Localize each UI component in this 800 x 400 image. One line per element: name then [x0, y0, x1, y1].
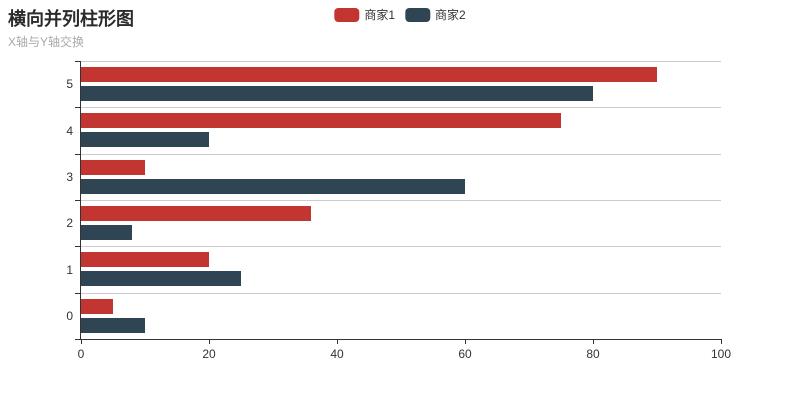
y-axis-tick	[75, 200, 80, 201]
bar-series1-cat5[interactable]	[81, 67, 657, 82]
y-axis-tick	[75, 339, 80, 340]
bar-series2-cat5[interactable]	[81, 86, 593, 101]
y-axis-tick	[75, 293, 80, 294]
category-band-0	[81, 292, 721, 339]
chart-title: 横向并列柱形图	[8, 9, 134, 29]
bar-series2-cat0[interactable]	[81, 317, 145, 333]
x-axis-label-0: 0	[77, 347, 85, 361]
legend-item-merchant2[interactable]: 商家2	[405, 8, 466, 22]
x-axis-label-40: 40	[330, 347, 344, 361]
bar-series1-cat1[interactable]	[81, 252, 209, 268]
x-axis-tick	[721, 339, 722, 344]
legend-swatch-merchant2-icon	[405, 8, 430, 22]
x-axis-label-20: 20	[202, 347, 216, 361]
y-axis-tick	[75, 107, 80, 108]
legend-item-merchant1[interactable]: 商家1	[334, 8, 395, 22]
y-axis-label-3: 3	[66, 169, 73, 184]
x-axis-tick	[209, 339, 210, 344]
category-band-5	[81, 61, 721, 107]
category-band-3	[81, 153, 721, 200]
x-axis-tick	[465, 339, 466, 344]
y-axis-label-0: 0	[66, 308, 73, 323]
bar-series1-cat2[interactable]	[81, 205, 312, 221]
legend: 商家1 商家2	[334, 8, 466, 22]
bar-series2-cat2[interactable]	[81, 224, 133, 240]
bar-series1-cat4[interactable]	[81, 113, 561, 129]
y-axis-tick	[75, 154, 80, 155]
x-axis-tick	[81, 339, 82, 344]
x-axis-label-100: 100	[710, 347, 732, 361]
legend-swatch-merchant1-icon	[334, 8, 360, 22]
legend-label-merchant2: 商家2	[435, 8, 466, 22]
x-axis-tick	[593, 339, 594, 344]
x-axis-tick	[337, 339, 338, 344]
y-axis-label-4: 4	[66, 123, 73, 138]
bar-series2-cat1[interactable]	[81, 271, 241, 287]
category-band-2	[81, 199, 721, 246]
y-axis-label-1: 1	[66, 262, 73, 277]
bar-series2-cat3[interactable]	[81, 178, 465, 194]
category-band-1	[81, 246, 721, 292]
chart-subtitle: X轴与Y轴交换	[8, 35, 85, 49]
bar-series1-cat3[interactable]	[81, 159, 145, 175]
y-axis-label-5: 5	[66, 77, 73, 92]
plot-area: 5 4 3 2 1 0 0 20 40 60 80 100	[66, 61, 731, 361]
y-axis-tick	[75, 246, 80, 247]
legend-label-merchant1: 商家1	[364, 8, 395, 22]
y-axis-label-2: 2	[66, 216, 73, 231]
x-axis-label-80: 80	[586, 347, 600, 361]
bar-series1-cat0[interactable]	[81, 298, 113, 314]
y-axis-tick	[75, 61, 80, 62]
category-band-4	[81, 107, 721, 153]
x-axis-label-60: 60	[458, 347, 472, 361]
bar-series2-cat4[interactable]	[81, 132, 209, 148]
